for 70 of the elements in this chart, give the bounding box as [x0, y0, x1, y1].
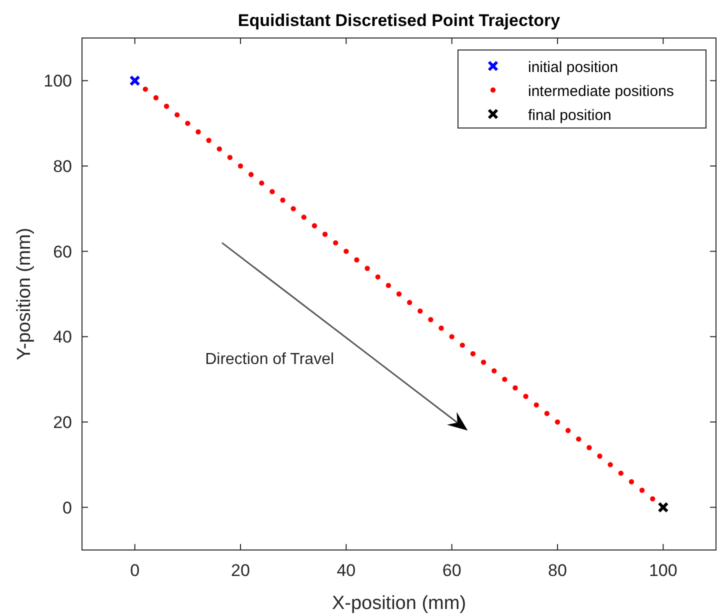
point [586, 445, 592, 450]
point [227, 154, 233, 160]
y-tick-label: 40 [53, 328, 72, 347]
point [322, 232, 328, 237]
point [460, 342, 465, 348]
legend-label: initial position [528, 59, 618, 76]
x-tick-label: 20 [231, 561, 250, 580]
point [386, 282, 392, 288]
point [628, 479, 634, 484]
point [428, 317, 434, 322]
x-tick-label: 40 [336, 561, 356, 580]
point [438, 326, 444, 331]
point [364, 266, 370, 271]
point [312, 223, 318, 228]
point [354, 257, 360, 262]
y-tick-label: 100 [44, 72, 72, 91]
point [216, 146, 222, 152]
y-axis-title: Y-position (mm) [14, 228, 35, 360]
point [185, 120, 190, 126]
point [270, 189, 275, 194]
point [375, 274, 380, 280]
x-axis-title: X-position (mm) [332, 593, 466, 614]
point [142, 86, 148, 92]
legend-label: intermediate positions [528, 83, 674, 100]
y-tick-label: 60 [53, 242, 72, 262]
point [206, 138, 212, 143]
point [406, 300, 412, 306]
point [608, 462, 613, 468]
legend-label: final position [528, 107, 612, 124]
x-tick-label: 100 [648, 561, 678, 580]
point [658, 502, 669, 513]
annotation: Direction of Travel [205, 351, 334, 368]
point [534, 402, 539, 408]
point [618, 470, 624, 476]
point [196, 129, 201, 134]
point [290, 206, 296, 212]
point [565, 428, 571, 434]
point [639, 488, 645, 493]
point [554, 419, 560, 425]
point [280, 198, 286, 203]
point [650, 496, 656, 502]
point [418, 308, 423, 314]
point [544, 410, 550, 416]
point [502, 376, 508, 382]
point [470, 351, 476, 356]
point [259, 180, 264, 186]
point [480, 360, 486, 365]
point [449, 334, 454, 340]
point [164, 104, 170, 109]
point [512, 385, 518, 390]
x-tick-label: 0 [130, 561, 140, 580]
y-tick-label: 20 [53, 413, 72, 432]
point [238, 163, 244, 169]
point [248, 172, 254, 178]
point [301, 214, 306, 220]
point [333, 240, 338, 246]
point [396, 291, 402, 297]
x-tick-label: 60 [442, 561, 462, 580]
point [492, 368, 497, 374]
point [576, 436, 582, 442]
point [153, 95, 159, 100]
x-tick-label: 80 [548, 561, 567, 580]
chart-title: Equidistant Discretised Point Trajectory [238, 11, 561, 30]
point [174, 112, 180, 118]
y-tick-label: 80 [53, 157, 72, 176]
y-tick-label: 0 [62, 498, 72, 518]
point [129, 75, 140, 86]
point [523, 394, 528, 399]
point [344, 248, 349, 254]
point [597, 454, 602, 459]
